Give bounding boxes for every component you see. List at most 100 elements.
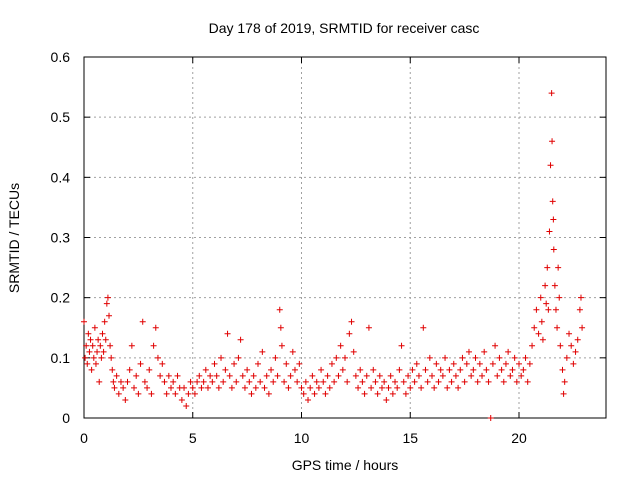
data-point [259,348,266,355]
x-tick-label: 20 [511,430,527,446]
data-point [324,372,331,379]
data-point [537,294,544,301]
data-point [150,342,157,349]
data-point [88,366,95,373]
data-point [472,354,479,361]
chart-title: Day 178 of 2019, SRMTID for receiver cas… [209,20,480,36]
data-point [494,372,501,379]
data-point [108,354,115,361]
data-point [574,336,581,343]
data-point [507,372,514,379]
data-point [307,384,314,391]
data-point [137,360,144,367]
data-point [107,342,114,349]
data-point [109,366,116,373]
data-point [522,354,529,361]
y-tick-label: 0 [62,410,70,426]
data-point [261,384,268,391]
data-point [250,372,257,379]
data-point [91,324,98,331]
data-point [392,378,399,385]
data-point [557,342,564,349]
data-point [346,330,353,337]
data-point [348,318,355,325]
data-point [248,390,255,397]
data-point [96,378,103,385]
data-points [81,90,586,421]
data-point [566,330,573,337]
y-axis-label: SRMTID / TECUs [6,183,22,293]
data-point [396,366,403,373]
data-point [556,294,563,301]
data-point [333,354,340,361]
data-point [487,415,494,421]
data-point [146,366,153,373]
data-point [344,378,351,385]
data-point [131,384,138,391]
y-tick-label: 0.1 [51,350,71,366]
data-point [368,384,375,391]
data-point [218,354,225,361]
data-point [207,372,214,379]
data-point [446,366,453,373]
data-point [411,378,418,385]
data-point [263,372,270,379]
data-point [157,372,164,379]
data-point [331,378,338,385]
data-point [363,372,370,379]
data-point [185,390,192,397]
data-point [359,378,366,385]
data-point [539,336,546,343]
data-point [500,378,507,385]
data-point [300,390,307,397]
data-point [128,342,135,349]
data-point [265,390,272,397]
x-tick-label: 10 [294,430,310,446]
data-point [106,312,113,319]
data-point [86,348,93,355]
data-point [555,264,562,271]
data-point [159,360,166,367]
data-point [398,342,405,349]
data-point [241,384,248,391]
data-point [281,378,288,385]
data-point [291,366,298,373]
data-point [154,354,161,361]
data-point [492,342,499,349]
data-point [215,384,222,391]
data-point [287,372,294,379]
data-point [181,384,188,391]
data-point [542,282,549,289]
data-point [452,372,459,379]
data-point [489,360,496,367]
data-point [296,360,303,367]
y-tick-label: 0.5 [51,109,71,125]
data-point [110,378,117,385]
data-point [470,366,477,373]
y-tick-label: 0.2 [51,290,71,306]
data-point [92,360,99,367]
y-tick-label: 0.3 [51,230,71,246]
data-point [189,384,196,391]
data-point [231,360,238,367]
data-point [235,354,242,361]
data-point [355,384,362,391]
data-point [252,384,259,391]
data-point [385,384,392,391]
data-point [274,372,281,379]
data-point [98,354,105,361]
x-tick-label: 0 [80,430,88,446]
data-point [170,378,177,385]
data-point [85,330,92,337]
data-point [237,336,244,343]
data-point [94,348,101,355]
data-point [483,366,490,373]
data-point [228,384,235,391]
data-point [283,360,290,367]
data-point [457,366,464,373]
data-point [552,306,559,313]
data-point [502,360,509,367]
data-point [459,354,466,361]
data-point [244,366,251,373]
